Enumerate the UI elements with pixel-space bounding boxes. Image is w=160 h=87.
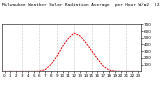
- Text: Milwaukee Weather Solar Radiation Average  per Hour W/m2  (24 Hours): Milwaukee Weather Solar Radiation Averag…: [2, 3, 160, 7]
